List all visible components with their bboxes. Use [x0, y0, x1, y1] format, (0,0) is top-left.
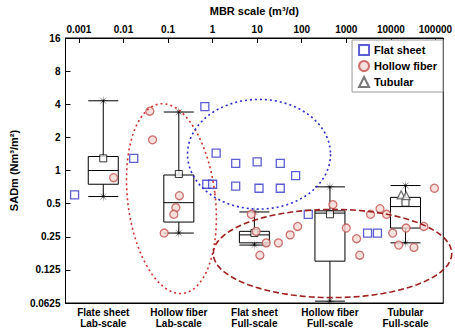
svg-text:SADm (Nm³/m²): SADm (Nm³/m²): [8, 130, 20, 212]
svg-text:0.01: 0.01: [114, 24, 134, 35]
svg-text:1: 1: [210, 24, 216, 35]
svg-text:16: 16: [49, 33, 61, 44]
svg-text:Full-scale: Full-scale: [307, 318, 354, 329]
svg-text:Lab-scale: Lab-scale: [80, 318, 127, 329]
svg-text:10: 10: [252, 24, 264, 35]
svg-text:10000: 10000: [377, 24, 405, 35]
svg-text:Flate sheet: Flate sheet: [77, 307, 130, 318]
svg-text:0.125: 0.125: [35, 264, 60, 275]
svg-text:Full-scale: Full-scale: [231, 318, 278, 329]
svg-text:2: 2: [55, 132, 61, 143]
svg-text:100000: 100000: [419, 24, 453, 35]
svg-text:Tubular: Tubular: [388, 307, 424, 318]
svg-text:0.25: 0.25: [41, 231, 61, 242]
svg-text:Tubular: Tubular: [374, 76, 414, 88]
svg-text:1: 1: [55, 165, 61, 176]
svg-text:100: 100: [293, 24, 310, 35]
svg-text:MBR scale (m³/d): MBR scale (m³/d): [210, 5, 300, 17]
svg-text:Flat sheet: Flat sheet: [231, 307, 278, 318]
svg-text:Hollow fiber: Hollow fiber: [374, 60, 438, 72]
svg-text:Hollow fiber: Hollow fiber: [301, 307, 358, 318]
svg-text:1000: 1000: [335, 24, 358, 35]
svg-text:Flat sheet: Flat sheet: [374, 44, 426, 56]
svg-text:Hollow fiber: Hollow fiber: [150, 307, 207, 318]
svg-text:0.0625: 0.0625: [30, 298, 61, 309]
svg-text:0.001: 0.001: [66, 24, 91, 35]
svg-text:0.5: 0.5: [47, 198, 61, 209]
svg-text:0.1: 0.1: [161, 24, 175, 35]
svg-text:4: 4: [55, 99, 61, 110]
svg-text:8: 8: [55, 66, 61, 77]
svg-text:Full-scale: Full-scale: [382, 318, 429, 329]
svg-text:Lab-scale: Lab-scale: [156, 318, 203, 329]
